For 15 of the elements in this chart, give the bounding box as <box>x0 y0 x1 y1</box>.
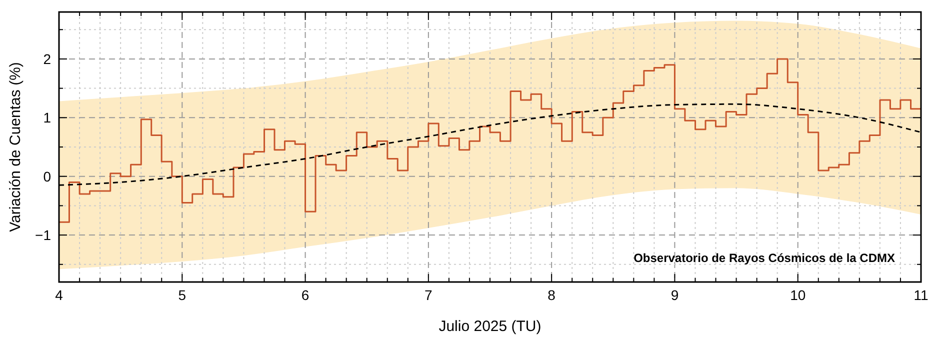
x-tick-label: 4 <box>55 287 64 303</box>
y-axis-title: Variación de Cuentas (%) <box>7 62 24 232</box>
x-tick-label: 8 <box>548 287 556 303</box>
x-tick-label: 9 <box>670 287 679 303</box>
x-tick-label: 6 <box>301 287 310 303</box>
y-tick-label: −1 <box>35 227 52 244</box>
x-tick-label: 7 <box>424 287 433 303</box>
x-axis-title: Julio 2025 (TU) <box>438 318 542 335</box>
y-tick-label: 2 <box>43 50 52 67</box>
y-tick-label: 1 <box>43 110 52 126</box>
annotation: Observatorio de Rayos Cósmicos de la CDMX <box>634 251 895 265</box>
x-tick-label: 5 <box>178 287 186 303</box>
y-tick-label: 0 <box>43 168 52 184</box>
x-tick-label: 10 <box>790 287 806 303</box>
x-tick-label: 11 <box>914 287 928 303</box>
